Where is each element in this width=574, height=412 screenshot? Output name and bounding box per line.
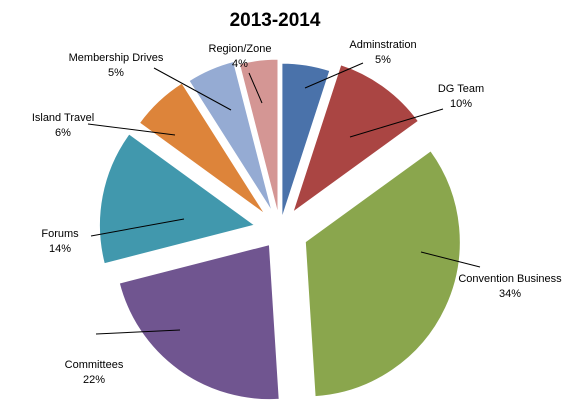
slice-name-label: Region/Zone — [209, 43, 272, 55]
slice-name-label: Island Travel — [32, 112, 94, 124]
slice-value-label: 14% — [49, 243, 71, 255]
chart-title: 2013-2014 — [230, 10, 321, 31]
slice-value-label: 6% — [55, 127, 71, 139]
slice-name-label: Membership Drives — [69, 52, 164, 64]
slice-value-label: 22% — [83, 374, 105, 386]
slice-value-label: 4% — [232, 58, 248, 70]
leader-line — [95, 329, 181, 335]
pie-slices — [98, 58, 461, 401]
slice-labels: Adminstration 5% DG Team 10% Convention Busi… — [32, 39, 562, 386]
slice-name-label: DG Team — [438, 83, 484, 95]
leader-lines — [87, 62, 481, 335]
leader-line — [349, 108, 444, 138]
slice-value-label: 5% — [375, 54, 391, 66]
slice-value-label: 10% — [450, 98, 472, 110]
slice-value-label: 34% — [499, 288, 521, 300]
pie-slice-forums — [98, 133, 256, 265]
pie-slice-region-zone — [238, 58, 279, 215]
leader-line — [248, 72, 263, 104]
leader-line — [304, 62, 364, 89]
pie-slice-committees — [118, 243, 280, 401]
slice-value-label: 5% — [108, 67, 124, 79]
slice-name-label: Convention Business — [458, 273, 562, 285]
pie-slice-adminstration — [281, 62, 331, 219]
leader-line — [87, 123, 176, 136]
slice-name-label: Committees — [65, 359, 124, 371]
pie-slice-membership-drives — [188, 60, 273, 212]
slice-name-label: Forums — [41, 228, 79, 240]
leader-line — [153, 67, 232, 111]
leader-line — [420, 251, 481, 268]
pie-slice-convention-business — [304, 150, 461, 398]
pie-slice-dg-team — [291, 64, 419, 214]
leader-line — [90, 218, 185, 237]
slice-name-label: Adminstration — [349, 39, 416, 51]
